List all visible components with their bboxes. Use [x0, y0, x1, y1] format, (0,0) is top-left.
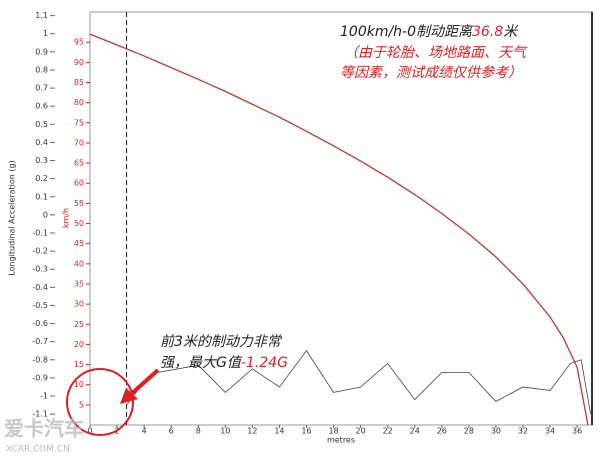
x-tick-label: 4	[142, 427, 147, 436]
y2-tick-label: 25	[74, 320, 84, 329]
y-tick-label: -0.4	[32, 283, 48, 292]
y-tick-label: 0.9	[35, 47, 48, 56]
y2-tick-label: 40	[74, 259, 84, 268]
y2-tick-label: 20	[74, 340, 84, 349]
x-tick-label: 0	[87, 427, 92, 436]
y2-axis-label: km/h	[62, 208, 71, 228]
x-tick-label: 36	[572, 427, 582, 436]
x-axis-label: metres	[327, 436, 355, 445]
x-tick-label: 14	[274, 427, 284, 436]
y2-tick-label: 60	[74, 179, 84, 188]
series-line	[89, 33, 589, 426]
highlight-circle	[66, 368, 134, 436]
y-tick-label: 1	[43, 29, 48, 38]
annotation-value: -1.24G	[241, 355, 288, 371]
y2-tick-label: 90	[74, 58, 84, 67]
x-tick-label: 34	[545, 427, 555, 436]
y2-tick-label: 70	[74, 138, 84, 147]
y-tick-label: -0.1	[32, 228, 48, 237]
y2-tick-label: 95	[74, 38, 84, 47]
y2-tick-label: 75	[74, 118, 84, 127]
annotation-value: 36.8	[472, 24, 503, 40]
y2-tick-label: 35	[74, 279, 84, 288]
series-line	[126, 350, 592, 415]
y-tick-label: -0.6	[32, 319, 48, 328]
y-tick-label: 0.7	[35, 84, 48, 93]
y2-tick-label: 80	[74, 98, 84, 107]
y2-tick-label: 65	[74, 159, 84, 168]
note-line: 等因素，测试成绩仅供参考）	[340, 65, 522, 81]
note-line: （由于轮胎、场地路面、天气	[344, 45, 528, 61]
x-tick-label: 32	[518, 427, 528, 436]
x-tick-label: 30	[491, 427, 501, 436]
x-tick-label: 12	[247, 427, 257, 436]
y2-tick-label: 85	[74, 78, 84, 87]
y-tick-label: 0.1	[35, 192, 48, 201]
force-annotation: 强，最大G值-1.24G	[160, 355, 288, 371]
y-tick-label: -1	[40, 392, 48, 401]
x-tick-label: 18	[328, 427, 338, 436]
y-tick-label: 1.1	[35, 11, 48, 20]
distance-annotation: 100km/h-0制动距离36.8米	[340, 24, 519, 40]
y2-tick-label: 30	[74, 300, 84, 309]
y-tick-label: 0.4	[35, 138, 48, 147]
plot: 1.1 1 0.9 0.8 0.7 0.6 0.5 0.4 0.3 0.2 0.1 0 -0.1 -0.2…	[32, 11, 592, 436]
x-tick-label: 8	[196, 427, 201, 436]
y-tick-label: 0.2	[35, 174, 48, 183]
y-tick-label: 0.6	[35, 102, 48, 111]
annotation-text: 米	[503, 24, 519, 40]
y-tick-label: -0.5	[32, 301, 48, 310]
y-tick-label: -0.8	[32, 355, 48, 364]
y-tick-label: 0.5	[35, 120, 48, 129]
x-tick-label: 20	[356, 427, 366, 436]
y2-tick-label: 50	[74, 219, 84, 228]
force-annotation: 前3米的制动力非常	[160, 334, 283, 350]
x-tick-label: 22	[383, 427, 393, 436]
x-tick-label: 6	[169, 427, 174, 436]
arrow-shaft	[128, 368, 160, 397]
annotation-text: 100km/h-0制动距离	[340, 24, 474, 40]
y2-tick-label: 5	[79, 400, 84, 409]
y2-tick-label: 10	[74, 380, 84, 389]
watermark: XCAR.COM.CN	[6, 445, 70, 455]
arrow-head	[120, 388, 138, 404]
x-tick-label: 28	[464, 427, 474, 436]
y2-tick-label: 55	[74, 199, 84, 208]
y-tick-label: -0.2	[32, 247, 48, 256]
y2-tick-label: 45	[74, 239, 84, 248]
y-tick-label: -0.9	[32, 373, 48, 382]
x-tick-label: 24	[410, 427, 420, 436]
y-tick-label: -0.7	[32, 337, 48, 346]
x-tick-label: 10	[220, 427, 230, 436]
x-tick-label: 26	[437, 427, 447, 436]
y-tick-label: 0	[43, 210, 48, 219]
y-axis-label: Longitudinal Acceleration (g)	[8, 160, 17, 275]
y-tick-label: 0.3	[35, 156, 48, 165]
y-tick-label: -0.3	[32, 265, 48, 274]
watermark: 爱卡汽车	[4, 417, 84, 441]
y-tick-label: -1.1	[32, 410, 48, 419]
y2-tick-label: 15	[74, 360, 84, 369]
x-tick-label: 16	[301, 427, 311, 436]
annotation-text: 强，最大G值	[160, 355, 243, 371]
y-tick-label: 0.8	[35, 65, 48, 74]
